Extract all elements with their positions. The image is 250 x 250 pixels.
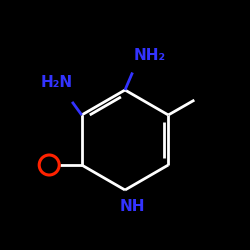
Text: NH₂: NH₂ bbox=[134, 48, 166, 62]
Text: H₂N: H₂N bbox=[41, 75, 73, 90]
Text: NH: NH bbox=[120, 199, 145, 214]
